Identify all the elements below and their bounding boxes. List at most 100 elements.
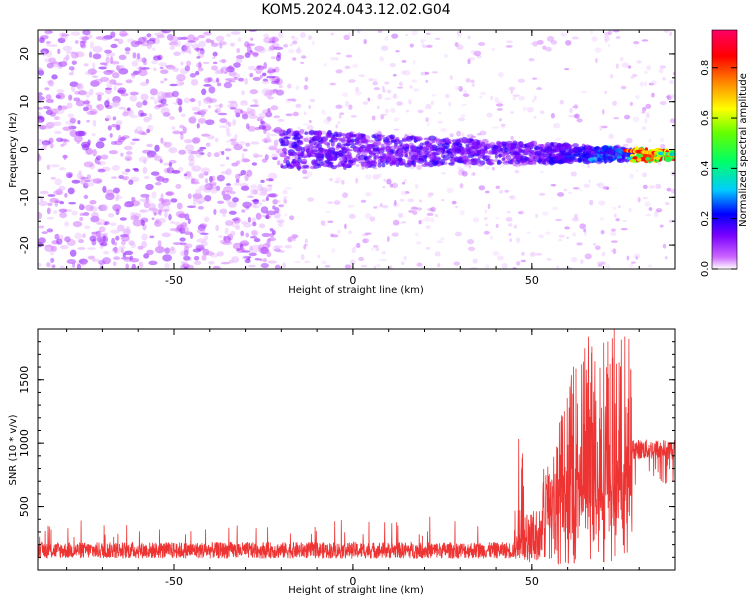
signal-blob <box>346 138 352 144</box>
noise-blob <box>586 164 591 169</box>
signal-blob <box>645 157 651 161</box>
signal-blob <box>286 156 290 159</box>
noise-blob <box>112 100 120 108</box>
noise-blob <box>261 199 266 202</box>
noise-blob <box>113 85 117 91</box>
noise-blob <box>277 250 286 253</box>
noise-blob <box>225 183 232 186</box>
noise-blob <box>93 258 101 262</box>
noise-blob <box>399 198 405 202</box>
noise-blob <box>545 231 552 235</box>
noise-blob <box>147 154 152 159</box>
noise-blob <box>574 103 578 110</box>
noise-blob <box>143 61 147 66</box>
noise-blob <box>329 233 334 238</box>
noise-blob <box>230 42 235 47</box>
noise-blob <box>627 65 632 69</box>
noise-blob <box>483 230 490 235</box>
noise-blob <box>97 168 106 173</box>
noise-blob <box>381 252 386 255</box>
noise-blob <box>455 205 458 209</box>
signal-blob <box>280 129 287 134</box>
signal-blob <box>378 147 385 151</box>
noise-blob <box>250 188 254 196</box>
noise-blob <box>398 81 403 86</box>
noise-blob <box>574 213 578 219</box>
noise-blob <box>150 171 160 176</box>
noise-blob <box>145 78 149 84</box>
noise-blob <box>183 266 189 269</box>
noise-blob <box>246 123 250 130</box>
noise-blob <box>118 68 129 75</box>
noise-blob <box>140 112 147 117</box>
noise-blob <box>40 48 50 55</box>
noise-blob <box>124 201 135 208</box>
noise-blob <box>118 245 126 250</box>
noise-blob <box>213 208 217 215</box>
noise-blob <box>597 182 605 189</box>
noise-blob <box>398 212 404 218</box>
noise-blob <box>202 97 211 103</box>
noise-blob <box>228 79 236 83</box>
noise-blob <box>176 202 183 210</box>
noise-blob <box>245 205 250 210</box>
signal-blob <box>453 150 461 155</box>
noise-blob <box>188 116 197 124</box>
signal-blob <box>330 136 338 141</box>
signal-blob <box>317 147 324 153</box>
noise-blob <box>288 48 295 54</box>
noise-blob <box>443 53 449 58</box>
noise-blob <box>168 213 172 221</box>
noise-blob <box>596 261 605 265</box>
noise-blob <box>484 190 490 194</box>
noise-blob <box>331 234 339 238</box>
noise-blob <box>334 180 340 184</box>
noise-blob <box>391 33 399 39</box>
noise-blob <box>157 202 165 210</box>
noise-blob <box>458 86 463 92</box>
noise-blob <box>569 107 573 114</box>
noise-blob <box>304 76 309 82</box>
signal-blob <box>519 159 527 164</box>
noise-blob <box>183 45 191 54</box>
noise-blob <box>400 190 408 196</box>
noise-blob <box>268 237 277 242</box>
noise-blob <box>225 168 232 176</box>
noise-blob <box>47 194 56 197</box>
noise-blob <box>517 211 524 215</box>
noise-blob <box>650 80 657 85</box>
noise-blob <box>233 76 238 81</box>
noise-blob <box>161 200 167 204</box>
noise-blob <box>122 228 131 236</box>
noise-blob <box>462 93 470 98</box>
noise-blob <box>38 237 46 244</box>
noise-blob <box>198 152 205 156</box>
noise-blob <box>195 188 202 196</box>
noise-blob <box>219 125 228 129</box>
signal-blob <box>462 159 467 165</box>
noise-blob <box>428 207 433 212</box>
noise-blob <box>604 90 607 95</box>
noise-blob <box>302 176 309 180</box>
noise-blob <box>486 112 493 118</box>
noise-blob <box>216 251 224 257</box>
noise-blob <box>391 232 399 237</box>
noise-blob <box>391 182 399 189</box>
noise-blob <box>267 47 275 52</box>
noise-blob <box>119 33 129 36</box>
noise-blob <box>553 122 561 129</box>
noise-blob <box>425 246 431 250</box>
signal-blob <box>503 147 510 152</box>
noise-blob <box>87 255 94 260</box>
noise-blob <box>371 115 376 121</box>
signal-blob <box>549 142 555 147</box>
noise-blob <box>40 196 44 202</box>
noise-blob <box>620 57 624 62</box>
noise-blob <box>644 80 647 87</box>
noise-blob <box>254 68 259 72</box>
noise-blob <box>124 155 133 162</box>
noise-blob <box>372 81 379 86</box>
noise-blob <box>166 34 174 41</box>
noise-blob <box>76 173 83 179</box>
noise-blob <box>99 62 108 65</box>
